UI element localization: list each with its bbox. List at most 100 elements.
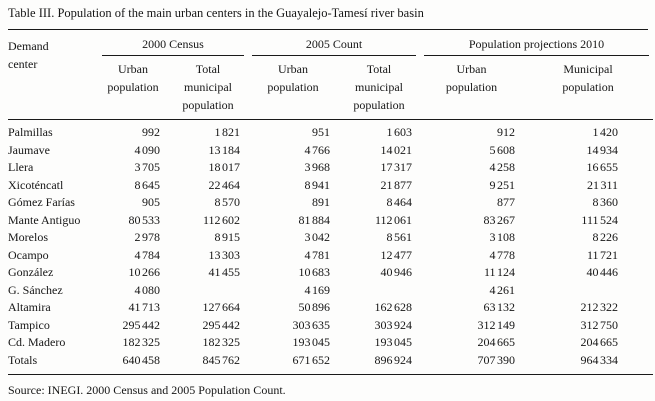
cell-value: 3 968	[304, 160, 331, 174]
col-header-2010-urban: Urban population	[445, 62, 498, 94]
cell-value: 83 267	[483, 212, 516, 227]
cell-value: 4 080	[134, 282, 161, 297]
row-label: Mante Antiguo	[8, 212, 81, 227]
cell-value: 2 978	[134, 230, 161, 244]
row-label: Xicoténcatl	[8, 177, 64, 192]
cell-value: 8 570	[214, 195, 241, 209]
sub-header-row: Urban population Total municipal populat…	[8, 56, 653, 120]
cell-value: 845 762	[202, 352, 241, 367]
cell-value: 16 655	[586, 160, 619, 174]
cell-value: 8 226	[592, 230, 619, 244]
cell-value: 303 635	[292, 317, 331, 332]
cell-value: 17 317	[380, 160, 413, 174]
cell-value: 4 090	[134, 142, 161, 157]
cell-value: 182 325	[202, 335, 241, 349]
cell-value: 4 784	[134, 247, 161, 262]
cell-value: 80 533	[128, 212, 161, 227]
cell-value: 11 124	[483, 265, 516, 279]
cell-value: 50 896	[298, 300, 331, 314]
row-label: Tampico	[8, 317, 50, 332]
table-row: G. Sánchez 4 080 4 169 4 261	[8, 282, 653, 300]
row-label: Cd. Madero	[8, 335, 66, 349]
cell-value: 193 045	[374, 335, 413, 349]
cell-value: 1 603	[386, 125, 413, 139]
cell-value: 295 442	[202, 317, 241, 332]
row-label: Ocampo	[8, 247, 49, 262]
col-header-2005-urban: Urban population	[267, 62, 319, 94]
cell-value: 8 645	[134, 177, 161, 192]
cell-value: 4 766	[304, 142, 331, 157]
cell-value: 10 266	[128, 265, 161, 279]
cell-value: 162 628	[374, 300, 413, 314]
cell-value: 295 442	[122, 317, 161, 332]
cell-value: 640 458	[122, 352, 161, 367]
cell-value: 13 184	[208, 142, 241, 157]
table-body: Palmillas 992 1 821 951 1 603 912 1 420 Jaumave…	[8, 120, 653, 375]
cell-value: 951	[312, 125, 331, 139]
cell-value: 41 713	[128, 300, 161, 314]
table-row: Llera 3 705 18 017 3 968 17 317 4 258 16 655	[8, 159, 653, 177]
group-label-projections-2010: Population projections 2010	[424, 30, 650, 56]
cell-value: 63 132	[483, 300, 516, 314]
cell-value: 21 311	[586, 177, 619, 192]
group-header-projections-2010: Population projections 2010	[420, 30, 653, 56]
table-row: Mante Antiguo 80 533 112 602 81 884 112 061 8…	[8, 212, 653, 230]
cell-value: 303 924	[374, 317, 413, 332]
table-row: Morelos 2 978 8 915 3 042 8 561 3 108 8 226	[8, 229, 653, 247]
col-header-2000-municipal: Total municipal population	[182, 62, 234, 112]
cell-value: 8 360	[592, 195, 619, 209]
cell-value: 896 924	[374, 352, 413, 367]
cell-value: 22 464	[208, 177, 241, 192]
cell-value: 912	[497, 125, 516, 139]
cell-value: 5 608	[489, 142, 516, 157]
cell-value: 14 934	[586, 142, 619, 157]
cell-value: 707 390	[477, 352, 516, 367]
table-row: González 10 266 41 455 10 683 40 946 11 124 40…	[8, 264, 653, 282]
cell-value	[523, 282, 653, 300]
cell-value: 964 334	[580, 352, 619, 367]
col-header-2000-urban: Urban population	[107, 62, 159, 94]
demand-center-header: Demand center	[8, 39, 49, 71]
population-table: Demand center 2000 Census 2005 Count Pop…	[8, 30, 654, 375]
cell-value: 4 781	[304, 247, 331, 262]
cell-value: 212 322	[580, 300, 619, 314]
cell-value: 111 524	[581, 212, 619, 227]
cell-value: 112 602	[202, 212, 241, 227]
cell-value: 4 778	[489, 247, 516, 262]
table-title: Table III. Population of the main urban …	[8, 0, 648, 30]
cell-value: 1 821	[214, 125, 241, 139]
cell-value: 1 420	[592, 125, 619, 139]
group-label-2000-census: 2000 Census	[102, 30, 245, 56]
table-row: Gómez Farías 905 8 570 891 8 464 877 8 360	[8, 194, 653, 212]
row-label: Morelos	[8, 230, 48, 244]
cell-value: 312 149	[477, 317, 516, 332]
cell-value: 8 561	[386, 230, 413, 244]
cell-value: 11 721	[586, 247, 619, 262]
cell-value: 3 042	[304, 230, 331, 244]
table-row: Tampico 295 442 295 442 303 635 303 924 312 1…	[8, 317, 653, 335]
row-label: Palmillas	[8, 125, 53, 139]
table-header: Demand center 2000 Census 2005 Count Pop…	[8, 30, 654, 120]
cell-value: 312 750	[580, 317, 619, 332]
cell-value: 193 045	[292, 335, 331, 349]
cell-value: 112 061	[374, 212, 413, 227]
group-header-2005-count: 2005 Count	[248, 30, 420, 56]
cell-value: 40 446	[586, 265, 619, 279]
cell-value: 992	[142, 125, 160, 139]
table-row: Xicoténcatl 8 645 22 464 8 941 21 877 9 251 21…	[8, 177, 653, 195]
cell-value: 877	[497, 195, 516, 209]
cell-value: 3 705	[134, 160, 161, 174]
cell-value: 10 683	[298, 265, 331, 279]
table-row: Jaumave 4 090 13 184 4 766 14 021 5 608 14 934	[8, 142, 653, 160]
cell-value: 891	[312, 195, 331, 209]
cell-value: 8 464	[386, 195, 413, 209]
cell-value: 3 108	[489, 230, 516, 244]
table-row: Palmillas 992 1 821 951 1 603 912 1 420	[8, 120, 653, 142]
table-row: Totals 640 458 845 762 671 652 896 924 707 39…	[8, 352, 653, 375]
cell-value: 21 877	[380, 177, 413, 192]
cell-value: 18 017	[208, 160, 241, 174]
cell-value: 204 665	[580, 335, 619, 349]
group-header-row: Demand center 2000 Census 2005 Count Pop…	[8, 30, 653, 71]
col-header-2005-municipal: Total municipal population	[353, 62, 405, 112]
